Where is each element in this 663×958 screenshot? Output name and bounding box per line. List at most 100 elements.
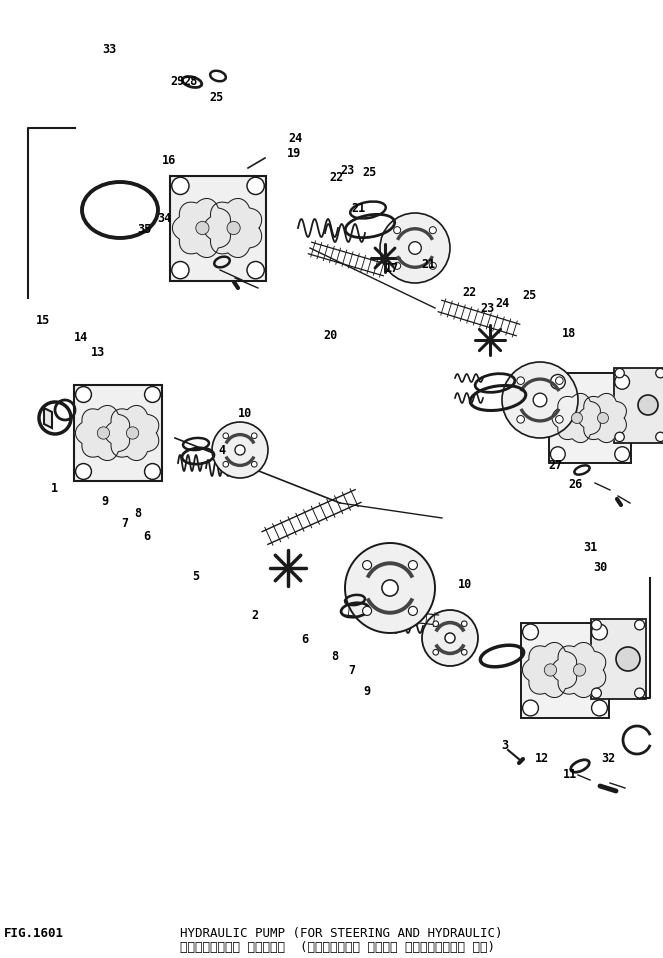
Text: 31: 31	[583, 541, 597, 555]
Circle shape	[461, 650, 467, 655]
Text: 4: 4	[219, 444, 225, 457]
Text: 6: 6	[144, 530, 151, 543]
Circle shape	[394, 262, 400, 269]
Text: 7: 7	[121, 516, 128, 530]
Circle shape	[408, 606, 418, 615]
Circle shape	[616, 647, 640, 671]
Circle shape	[408, 560, 418, 570]
Text: 8: 8	[135, 507, 141, 520]
Circle shape	[145, 464, 160, 479]
Text: 3: 3	[502, 739, 509, 752]
Text: 2: 2	[252, 608, 259, 622]
Circle shape	[227, 221, 240, 235]
Polygon shape	[552, 643, 606, 697]
Polygon shape	[578, 394, 627, 443]
Text: 33: 33	[102, 43, 117, 57]
Circle shape	[638, 395, 658, 415]
Circle shape	[517, 376, 524, 384]
Polygon shape	[172, 198, 231, 258]
Circle shape	[76, 387, 91, 402]
Circle shape	[408, 241, 421, 254]
Polygon shape	[521, 623, 609, 718]
Circle shape	[656, 369, 663, 377]
Polygon shape	[591, 619, 646, 699]
Text: 27: 27	[548, 459, 563, 472]
Text: 29: 29	[170, 75, 185, 88]
Circle shape	[656, 432, 663, 442]
Circle shape	[363, 606, 371, 615]
Circle shape	[345, 543, 435, 633]
Circle shape	[223, 433, 229, 439]
Circle shape	[517, 416, 524, 423]
Text: 30: 30	[593, 560, 607, 574]
Circle shape	[251, 433, 257, 439]
Polygon shape	[76, 405, 130, 461]
Text: 6: 6	[302, 633, 308, 647]
Text: 9: 9	[101, 495, 108, 509]
Circle shape	[430, 227, 436, 234]
Circle shape	[76, 464, 91, 479]
Circle shape	[172, 262, 189, 279]
Circle shape	[247, 177, 265, 194]
Circle shape	[145, 387, 160, 402]
Text: FIG.1601: FIG.1601	[4, 927, 64, 941]
Circle shape	[433, 650, 438, 655]
Text: 15: 15	[36, 314, 50, 328]
Text: 28: 28	[184, 75, 198, 88]
Circle shape	[597, 413, 609, 423]
Circle shape	[550, 446, 566, 462]
Circle shape	[522, 624, 538, 640]
Polygon shape	[614, 368, 663, 443]
Polygon shape	[44, 408, 52, 428]
Text: 12: 12	[535, 752, 550, 765]
Polygon shape	[549, 373, 631, 463]
Text: 19: 19	[287, 147, 302, 160]
Circle shape	[430, 262, 436, 269]
Circle shape	[556, 416, 563, 423]
Text: 16: 16	[162, 154, 176, 168]
Circle shape	[422, 610, 478, 666]
Text: 8: 8	[332, 650, 338, 663]
Text: 20: 20	[323, 329, 337, 342]
Circle shape	[235, 445, 245, 455]
Text: ハイト゛ロリック ホ゛ンプ゛  (ステアリンク゛ オヨビ゛ ハイト゛ロリック ヨウ): ハイト゛ロリック ホ゛ンプ゛ (ステアリンク゛ オヨビ゛ ハイト゛ロリック ヨウ…	[180, 941, 495, 954]
Polygon shape	[74, 385, 162, 481]
Polygon shape	[552, 394, 601, 443]
Text: 24: 24	[495, 297, 510, 310]
Text: 25: 25	[522, 288, 536, 302]
Circle shape	[634, 688, 644, 698]
Text: 10: 10	[238, 407, 253, 421]
Circle shape	[433, 621, 438, 627]
Circle shape	[502, 362, 578, 438]
Text: 7: 7	[348, 664, 355, 677]
Polygon shape	[105, 405, 158, 461]
Text: 9: 9	[363, 685, 370, 698]
Circle shape	[573, 664, 585, 676]
Circle shape	[251, 462, 257, 468]
Circle shape	[223, 462, 229, 468]
Circle shape	[380, 213, 450, 283]
Circle shape	[461, 621, 467, 627]
Circle shape	[615, 446, 630, 462]
Text: 10: 10	[458, 578, 473, 591]
Text: 23: 23	[480, 302, 495, 315]
Circle shape	[615, 369, 625, 377]
Circle shape	[522, 700, 538, 716]
Text: 32: 32	[601, 752, 616, 765]
Circle shape	[615, 432, 625, 442]
Text: 23: 23	[340, 164, 355, 177]
Text: 22: 22	[330, 171, 344, 184]
Circle shape	[550, 375, 566, 389]
Circle shape	[247, 262, 265, 279]
Circle shape	[591, 700, 607, 716]
Circle shape	[634, 620, 644, 630]
Text: 14: 14	[74, 331, 88, 344]
Circle shape	[556, 376, 563, 384]
Text: 18: 18	[562, 327, 576, 340]
Text: 35: 35	[137, 223, 152, 237]
Polygon shape	[204, 198, 262, 258]
Circle shape	[445, 633, 455, 643]
Polygon shape	[522, 643, 577, 697]
Circle shape	[591, 620, 601, 630]
Text: 25: 25	[363, 166, 377, 179]
